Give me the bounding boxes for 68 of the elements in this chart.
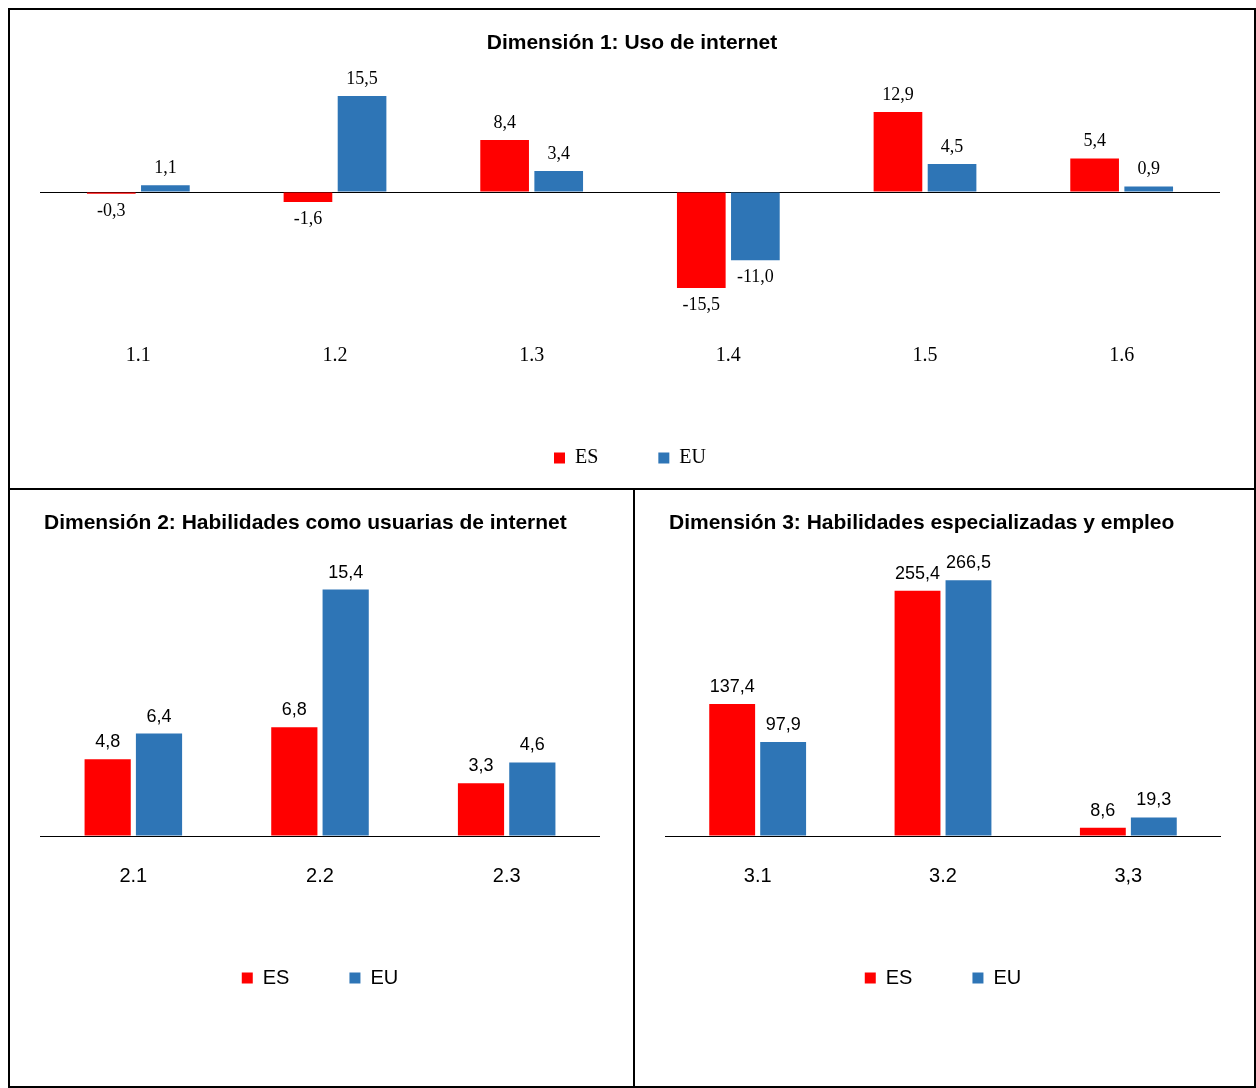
bar xyxy=(480,139,529,192)
data-label: 5,4 xyxy=(1083,130,1106,151)
x-tick-label: 1.4 xyxy=(715,343,741,366)
bar xyxy=(1070,158,1119,192)
data-label: 15,5 xyxy=(346,67,378,88)
data-label: 19,3 xyxy=(1136,789,1172,810)
bar xyxy=(509,762,556,836)
data-label: 3,3 xyxy=(468,755,494,776)
x-tick-label: 3,3 xyxy=(1114,863,1143,886)
bar xyxy=(945,580,992,836)
chart-title: Dimensión 1: Uso de internet xyxy=(485,29,779,55)
data-label: 137,4 xyxy=(709,676,755,697)
bar xyxy=(1124,186,1174,192)
data-label: -15,5 xyxy=(682,293,721,314)
bar xyxy=(534,170,584,192)
data-label: 8,4 xyxy=(493,111,516,132)
data-label: 12,9 xyxy=(882,83,914,104)
bar xyxy=(676,192,726,289)
x-tick-label: 1.3 xyxy=(519,343,545,366)
bar xyxy=(271,727,318,836)
x-tick-label: 2.2 xyxy=(306,863,334,886)
legend-label: ES xyxy=(262,965,290,988)
legend-label: EU xyxy=(679,445,707,468)
bar xyxy=(135,733,183,836)
data-label: 4,6 xyxy=(519,734,545,755)
x-tick-label: 1.1 xyxy=(125,343,151,366)
legend-label: EU xyxy=(993,965,1022,988)
data-label: 97,9 xyxy=(765,713,801,734)
data-label: 4,5 xyxy=(940,135,964,156)
bar xyxy=(731,192,780,261)
data-label: -0,3 xyxy=(97,199,126,220)
data-label: -11,0 xyxy=(736,265,774,286)
chart-title: Dimensión 3: Habilidades especializadas y empleo xyxy=(668,509,1176,535)
data-label: 6,4 xyxy=(146,705,172,726)
bar xyxy=(322,589,369,836)
bar xyxy=(84,759,131,836)
x-tick-label: 2.3 xyxy=(492,863,521,886)
bar xyxy=(1079,827,1126,836)
x-tick-label: 1.5 xyxy=(912,343,938,366)
data-label: -1,6 xyxy=(293,207,323,228)
x-tick-label: 3.2 xyxy=(929,863,957,886)
bar xyxy=(141,185,190,192)
x-tick-label: 3.1 xyxy=(743,863,772,886)
data-label: 6,8 xyxy=(281,699,307,720)
bar xyxy=(337,95,387,192)
legend-label: ES xyxy=(885,965,913,988)
chart-title: Dimensión 2: Habilidades como usuarias de internet xyxy=(43,509,568,535)
bar xyxy=(709,704,756,836)
x-tick-label: 2.1 xyxy=(119,863,148,886)
data-label: 4,8 xyxy=(95,731,121,752)
bar xyxy=(873,112,923,192)
data-label: 255,4 xyxy=(894,562,941,583)
data-label: 3,4 xyxy=(547,142,570,163)
x-tick-label: 1.6 xyxy=(1109,343,1135,366)
bar xyxy=(894,590,941,836)
bar xyxy=(457,783,505,836)
data-label: 266,5 xyxy=(945,552,992,573)
x-tick-label: 1.2 xyxy=(322,343,348,366)
bar xyxy=(1130,817,1177,836)
legend-label: EU xyxy=(370,965,399,988)
data-label: 0,9 xyxy=(1137,158,1160,179)
data-label: 8,6 xyxy=(1090,799,1116,820)
bar xyxy=(283,192,333,202)
data-label: 1,1 xyxy=(154,156,177,177)
data-label: 15,4 xyxy=(328,561,364,582)
legend-label: ES xyxy=(575,445,599,468)
bar xyxy=(760,742,807,836)
bar xyxy=(927,164,977,192)
